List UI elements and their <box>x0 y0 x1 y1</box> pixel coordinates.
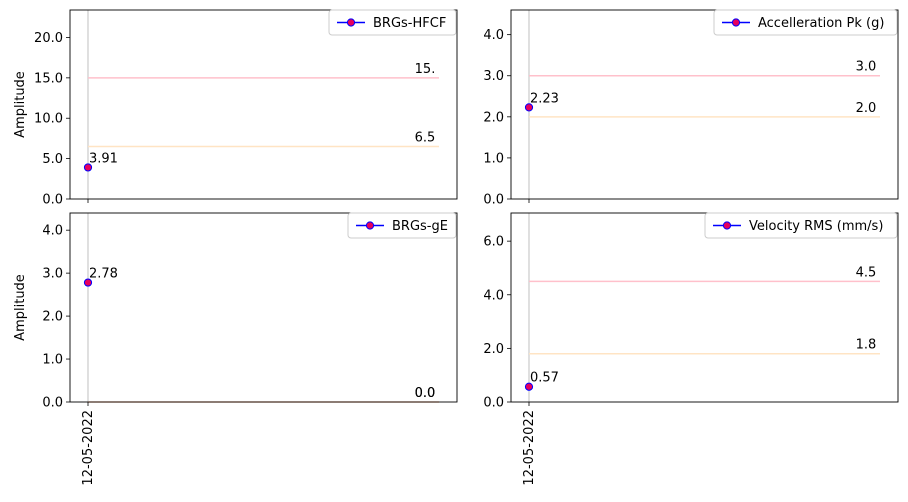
threshold-label: 2.0 <box>856 101 877 116</box>
y-tick-label: 2.0 <box>483 342 504 357</box>
y-axis-label: Amplitude <box>13 71 28 138</box>
y-tick-label: 0.0 <box>42 396 63 411</box>
data-point <box>83 278 93 287</box>
chart-panel-1: 15. 6.5 3.91 0.0 5.0 10.0 15.0 20.0 Amplitude BRG… <box>13 9 458 208</box>
axes-frame <box>510 212 899 403</box>
legend: Accelleration Pk (g) <box>713 9 898 36</box>
y-tick-label: 3.0 <box>483 69 504 84</box>
data-label: 0.57 <box>530 371 559 386</box>
legend-label: Accelleration Pk (g) <box>758 16 884 31</box>
axes-frame <box>69 9 458 200</box>
legend-box <box>328 9 457 36</box>
y-tick-label: 4.0 <box>483 288 504 303</box>
y-tick-label: 1.0 <box>483 151 504 166</box>
y-tick-label: 0.0 <box>42 193 63 208</box>
threshold-label: 0.0 <box>415 386 436 401</box>
legend: BRGs-HFCF <box>328 9 457 36</box>
threshold-label: 3.0 <box>856 60 877 75</box>
threshold-label: 0.0 <box>415 386 436 401</box>
legend-label: Velocity RMS (mm/s) <box>749 219 883 234</box>
y-tick-label: 20.0 <box>34 31 63 46</box>
threshold-label: 15. <box>415 62 436 77</box>
y-tick-label: 4.0 <box>42 224 63 239</box>
chart-panel-2: 3.0 2.0 2.23 0.0 1.0 2.0 3.0 4.0 Accelleration P… <box>483 9 899 208</box>
data-label: 3.91 <box>89 151 118 166</box>
data-label: 2.78 <box>89 267 118 282</box>
threshold-label: 1.8 <box>856 338 877 353</box>
y-tick-label: 4.0 <box>483 28 504 43</box>
legend-marker <box>731 18 741 27</box>
legend-label: BRGs-gE <box>392 219 448 234</box>
axes-frame <box>510 9 899 200</box>
chart-panel-4: 4.5 1.8 0.57 0.0 2.0 4.0 6.0 12-05-2022 Velocity… <box>483 212 899 486</box>
legend-marker <box>722 221 732 230</box>
x-tick-label: 12-05-2022 <box>81 410 96 486</box>
legend-marker <box>346 18 356 27</box>
threshold-label: 6.5 <box>415 131 436 146</box>
y-tick-label: 3.0 <box>42 267 63 282</box>
legend-box <box>713 9 898 36</box>
chart-panel-3: 0.00.02.780.01.02.03.04.012-05-2022Ampli… <box>13 212 458 486</box>
legend-marker <box>365 221 375 230</box>
legend: Velocity RMS (mm/s) <box>704 212 898 239</box>
y-tick-label: 10.0 <box>34 112 63 127</box>
data-point <box>524 382 534 391</box>
legend-box <box>347 212 457 239</box>
y-tick-label: 15.0 <box>34 71 63 86</box>
axes-frame <box>69 212 458 403</box>
data-point <box>83 163 93 172</box>
y-tick-label: 2.0 <box>483 110 504 125</box>
data-point <box>524 103 534 112</box>
legend-box <box>704 212 898 239</box>
legend: BRGs-gE <box>347 212 457 239</box>
threshold-label: 4.5 <box>856 265 877 280</box>
y-tick-label: 0.0 <box>483 193 504 208</box>
y-tick-label: 2.0 <box>42 310 63 325</box>
y-tick-label: 5.0 <box>42 152 63 167</box>
legend-label: BRGs-HFCF <box>373 16 446 31</box>
data-label: 2.23 <box>530 91 559 106</box>
y-tick-label: 1.0 <box>42 353 63 368</box>
x-tick-label: 12-05-2022 <box>522 410 537 486</box>
y-axis-label: Amplitude <box>13 274 28 341</box>
y-tick-label: 0.0 <box>483 396 504 411</box>
y-tick-label: 6.0 <box>483 235 504 250</box>
